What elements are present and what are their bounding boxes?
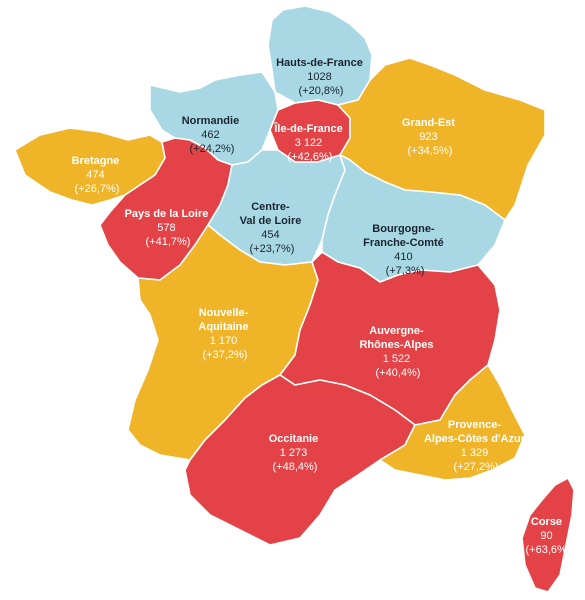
region-corse[interactable] (521, 477, 575, 593)
label-hauts-de-france: Hauts-de-France 1028 (+20,8%) (276, 57, 366, 97)
label-centre-val-de-loire: Centre- Val de Loire 454 (+23,7%) (240, 201, 305, 255)
label-grand-est: Grand-Est 923 (+34,5%) (402, 117, 458, 157)
region-occitanie[interactable] (184, 374, 416, 546)
label-occitanie: Occitanie 1 273 (+48,4%) (269, 433, 322, 473)
label-normandie: Normandie 462 (+24,2%) (182, 115, 243, 155)
label-auvergne-rhone-alpes: Auvergne- Rhônes-Alpes 1 522 (+40,4%) (359, 325, 436, 379)
label-corse: Corse 90 (+63,6%) (526, 516, 571, 556)
label-ile-de-france: Île-de-France 3 122 (+42,6%) (273, 122, 346, 163)
label-bourgogne-franche-comte: Bourgogne- Franche-Comté 410 (+7,3%) (363, 223, 447, 277)
label-nouvelle-aquitaine: Nouvelle- Aquitaine 1 170 (+37,2%) (198, 307, 251, 361)
region-provence-alpes-cote-d-azur[interactable] (379, 364, 526, 481)
label-bretagne: Bretagne 474 (+26,7%) (72, 155, 123, 195)
label-provence-alpes-cote-d-azur: Provence- Alpes-Côtes d'Azur 1 329 (+27,… (424, 419, 528, 473)
label-pays-de-la-loire: Pays de la Loire 578 (+41,7%) (125, 208, 212, 248)
